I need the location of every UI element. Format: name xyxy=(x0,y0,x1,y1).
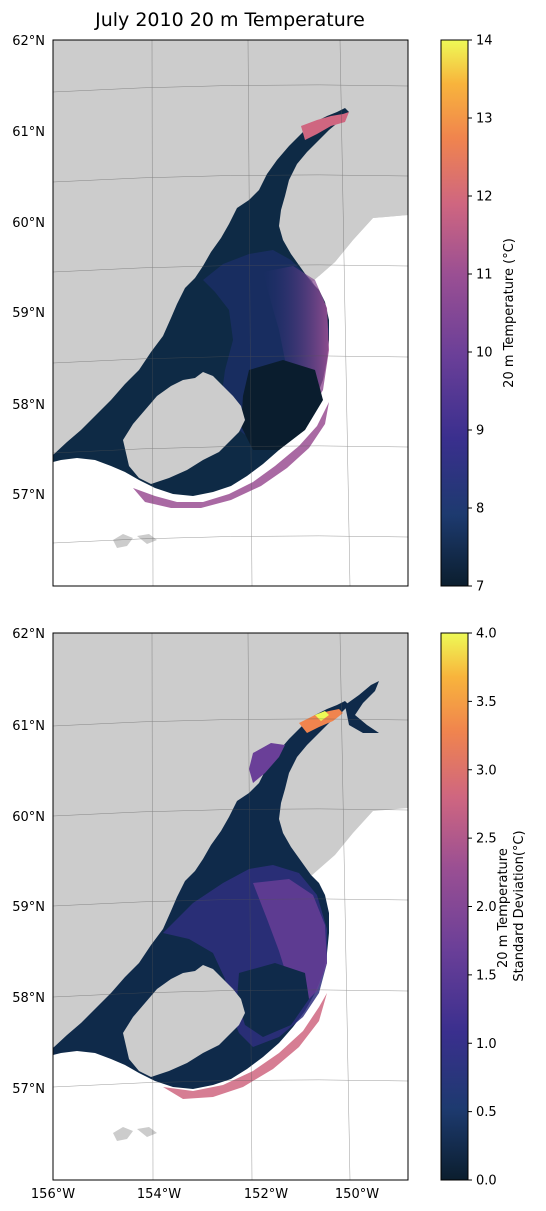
map-frame xyxy=(52,632,409,1181)
colorbar-label-line: 20 m Temperature xyxy=(496,848,511,968)
land-area-east xyxy=(319,160,408,276)
lat-label: 61°N xyxy=(12,719,45,734)
inlet-max-variability xyxy=(315,711,329,721)
colorbar-gradient xyxy=(440,39,469,587)
colorbar-tick-label: 0.5 xyxy=(476,1105,497,1120)
mean-temperature-map: 62°N 61°N 60°N 59°N 58°N 57°N 7 8 9 10 11 12 1… xyxy=(12,34,517,595)
lat-label: 60°N xyxy=(12,216,45,231)
sea-variable-patch xyxy=(253,879,327,1005)
lat-label: 57°N xyxy=(12,488,45,503)
colorbar-tick-label: 14 xyxy=(476,34,493,49)
colorbar-tick-label: 9 xyxy=(476,424,484,439)
sea-cold-core xyxy=(241,360,323,450)
lat-label: 62°N xyxy=(12,34,45,49)
stddev-temperature-map: 62°N 61°N 60°N 59°N 58°N 57°N 156°W 154°… xyxy=(12,627,527,1203)
colorbar-tick-label: 2.0 xyxy=(476,900,497,915)
inlet-arm xyxy=(345,681,379,733)
lon-label: 154°W xyxy=(137,1187,181,1202)
colorbar-tick-label: 4.0 xyxy=(476,627,497,642)
lat-label: 57°N xyxy=(12,1082,45,1097)
colorbar-tick-label: 0.0 xyxy=(476,1174,497,1189)
lon-labels: 156°W 154°W 152°W 150°W xyxy=(31,1187,379,1202)
lat-label: 62°N xyxy=(12,627,45,642)
colorbar-tick-label: 10 xyxy=(476,346,493,361)
graticule xyxy=(53,40,408,586)
lat-label: 60°N xyxy=(12,810,45,825)
colorbar-tick-label: 12 xyxy=(476,190,493,205)
lat-label: 58°N xyxy=(12,398,45,413)
small-islands xyxy=(113,1127,157,1141)
small-islands xyxy=(113,534,157,548)
colorbar-ticks: 0.0 0.5 1.0 1.5 2.0 2.5 3.0 3.5 4.0 xyxy=(468,627,497,1189)
colorbar-label: 20 m Temperature Standard Deviation(°C) xyxy=(496,830,527,981)
map-land-and-sea xyxy=(53,633,408,1141)
inlet-warm-head xyxy=(301,112,349,140)
lat-label: 58°N xyxy=(12,991,45,1006)
colorbar-tick-label: 13 xyxy=(476,112,493,127)
colorbar-tick-label: 3.0 xyxy=(476,763,497,778)
lon-label: 152°W xyxy=(244,1187,288,1202)
graticule xyxy=(53,633,408,1180)
map-land-and-sea xyxy=(53,40,408,548)
lat-labels: 62°N 61°N 60°N 59°N 58°N 57°N xyxy=(12,627,45,1097)
colorbar-label: 20 m Temperature (°C) xyxy=(502,238,517,388)
inlet-variable-band xyxy=(249,743,285,783)
lon-label: 150°W xyxy=(335,1187,379,1202)
colorbar-tick-label: 7 xyxy=(476,580,484,595)
colorbar-tick-label: 1.5 xyxy=(476,968,497,983)
colorbar-gradient xyxy=(440,632,469,1181)
map-frame xyxy=(52,39,409,587)
sea-stable-core xyxy=(237,963,309,1037)
colorbar-label-line: Standard Deviation(°C) xyxy=(512,830,527,981)
colorbar-stddev: 0.0 0.5 1.0 1.5 2.0 2.5 3.0 3.5 4.0 20 m Tempera… xyxy=(440,627,527,1189)
colorbar-tick-label: 1.0 xyxy=(476,1037,497,1052)
lat-label: 59°N xyxy=(12,306,45,321)
lon-label: 156°W xyxy=(31,1187,75,1202)
lat-labels: 62°N 61°N 60°N 59°N 58°N 57°N xyxy=(12,34,45,503)
sea-variable-rim xyxy=(163,993,327,1099)
colorbar-tick-label: 11 xyxy=(476,268,493,283)
lat-label: 59°N xyxy=(12,900,45,915)
colorbar-ticks: 7 8 9 10 11 12 13 14 xyxy=(468,34,493,595)
colorbar-temperature: 7 8 9 10 11 12 13 14 20 m Temperature (°C) xyxy=(440,34,517,595)
colorbar-tick-label: 8 xyxy=(476,502,484,517)
lat-label: 61°N xyxy=(12,125,45,140)
colorbar-tick-label: 2.5 xyxy=(476,832,497,847)
figure-title: July 2010 20 m Temperature xyxy=(94,9,365,31)
colorbar-tick-label: 3.5 xyxy=(476,695,497,710)
